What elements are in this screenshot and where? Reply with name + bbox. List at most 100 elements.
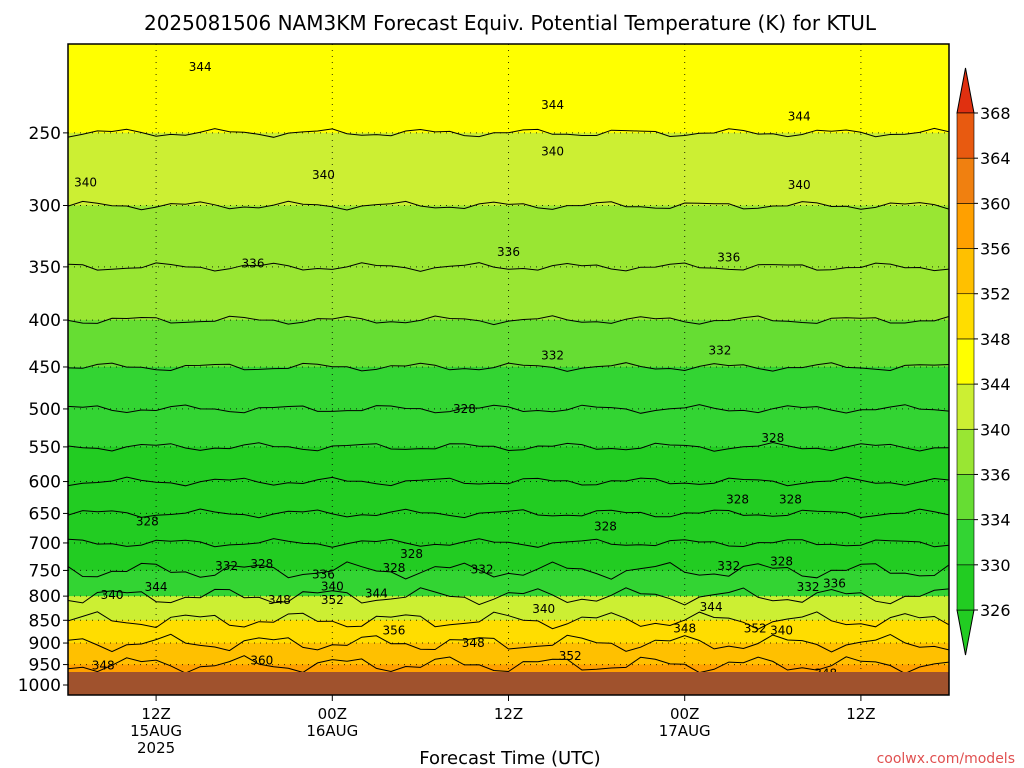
colorbar-swatch [956,338,975,385]
contour-label: 328 [400,547,423,561]
colorbar-bottom-arrow [956,609,975,656]
colorbar-swatch [956,203,975,249]
contour-line-250 [68,127,949,138]
contour-line-400 [68,315,949,326]
contour-label: 328 [761,431,784,445]
contour-label: 360 [250,653,273,667]
contour-line-450 [68,362,949,372]
colorbar-label: 334 [980,511,1011,530]
contour-line-650 [68,508,949,519]
contour-label: 340 [321,580,344,594]
contour-label: 340 [788,178,811,192]
contour-label: 348 [673,622,696,636]
x-tick-hour: 12Z [846,705,875,723]
contour-label: 340 [770,623,793,637]
y-tick-label: 900 [29,634,61,654]
y-tick-label: 450 [29,358,61,378]
contour-label: 344 [700,600,723,614]
colorbar-label: 336 [980,465,1011,484]
contour-label: 332 [797,580,820,594]
theta-e-band-250 [68,132,949,207]
colorbar-swatch [956,293,975,340]
contour-label: 352 [559,649,582,663]
contour-label: 348 [462,636,485,650]
colorbar: 326 330 334 336 340 344 348 352 356 360 364 368 [956,67,1011,656]
x-tick-year: 2025 [137,739,175,757]
colorbar-label: 340 [980,420,1011,439]
contour-label: 340 [541,145,564,159]
colorbar-label: 352 [980,285,1011,304]
contour-label: 348 [92,658,115,672]
colorbar-swatch [956,112,975,159]
contour-label: 336 [823,576,846,590]
x-tick-hour: 00Z [670,705,699,723]
y-tick-label: 350 [29,258,61,278]
contour-label: 336 [312,568,335,582]
credit-text: coolwx.com/models [877,751,1015,767]
chart-title: 2025081506 NAM3KM Forecast Equiv. Potent… [144,11,877,35]
contour-label: 348 [268,593,291,607]
colorbar-swatch [956,248,975,295]
contour-label: 340 [101,588,124,602]
theta-e-band-200 [68,44,949,134]
contour-label: 344 [365,587,388,601]
y-tick-label: 700 [29,534,61,554]
contour-label: 328 [770,554,793,568]
contour-label: 336 [242,256,265,270]
contour-label: 328 [250,557,273,571]
contour-label: 344 [788,110,811,124]
contour-line-800 [68,587,949,606]
theta-e-band-450 [68,366,949,410]
contour-label: 352 [321,593,344,607]
contour-label: 332 [215,559,238,573]
contour-line-750 [68,561,949,580]
y-tick-label: 850 [29,611,61,631]
colorbar-label: 344 [980,375,1011,394]
contour-label: 340 [74,175,97,189]
contour-label: 332 [717,559,740,573]
y-tick-label: 300 [29,196,61,216]
contour-line-350 [68,262,949,272]
colorbar-swatch [956,383,975,430]
x-tick-hour: 00Z [318,705,347,723]
x-axis-title: Forecast Time (UTC) [419,748,600,768]
contour-label: 328 [779,493,802,507]
contour-label: 328 [726,493,749,507]
colorbar-swatch [956,474,975,520]
x-tick-hour: 12Z [494,705,523,723]
contour-label: 340 [532,602,555,616]
y-tick-label: 250 [29,124,61,144]
contour-label: 336 [497,245,520,259]
x-tick-date: 17AUG [659,722,711,740]
contour-label: 336 [717,251,740,265]
contour-lines [68,127,949,694]
colorbar-label: 360 [980,194,1011,213]
colorbar-label: 348 [980,330,1011,349]
colorbar-label: 364 [980,149,1011,168]
contour-label: 332 [708,344,731,358]
colorbar-swatch [956,564,975,611]
y-tick-label: 1000 [18,676,61,696]
contour-line-500 [68,404,949,414]
contour-label: 328 [594,520,617,534]
colorbar-label: 368 [980,104,1011,123]
y-tick-label: 400 [29,311,61,331]
contour-label: 332 [541,348,564,362]
y-axis-pressure: 250 300 350 400 450 500 550 600 650 700 750 800 850 9… [18,124,68,696]
x-tick-date: 16AUG [306,722,358,740]
colorbar-label: 326 [980,601,1011,620]
y-tick-label: 650 [29,504,61,524]
contour-label: 328 [383,561,406,575]
contour-label: 344 [189,60,212,74]
contour-label: 340 [312,168,335,182]
contour-label: 344 [145,580,168,594]
contour-line-950 [68,655,949,675]
y-tick-label: 750 [29,561,61,581]
contour-label: 344 [541,98,564,112]
contour-label: 328 [136,514,159,528]
x-tick-hour: 12Z [141,705,170,723]
